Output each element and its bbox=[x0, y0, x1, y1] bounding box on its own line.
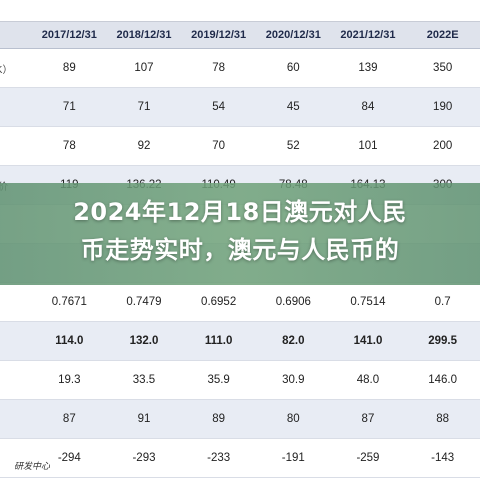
table-row: 71 71 54 45 84 190 bbox=[0, 87, 480, 127]
row-label bbox=[0, 282, 32, 322]
table-cell: 350 bbox=[405, 48, 480, 88]
headline-banner bbox=[0, 183, 480, 285]
table-cell: -293 bbox=[106, 438, 182, 478]
table-top-rule bbox=[0, 21, 480, 22]
header-2021: 2021/12/31 bbox=[330, 22, 406, 49]
table-header-row: 2017/12/31 2018/12/31 2019/12/31 2020/12… bbox=[0, 22, 480, 49]
table-cell: 71 bbox=[106, 87, 182, 127]
table-cell: 190 bbox=[405, 87, 480, 127]
table-cell: 132.0 bbox=[106, 321, 182, 361]
row-label bbox=[0, 399, 32, 439]
table-cell: 30.9 bbox=[255, 360, 331, 400]
table-row: 87 91 89 80 87 88 bbox=[0, 399, 480, 439]
source-footer: 研发中心 bbox=[14, 462, 51, 472]
header-label-cell bbox=[0, 22, 32, 49]
table-cell: 88 bbox=[405, 399, 480, 439]
table-cell: -233 bbox=[181, 438, 256, 478]
table-row: 19.3 33.5 35.9 30.9 48.0 146.0 bbox=[0, 360, 480, 400]
table-cell: 52 bbox=[255, 126, 331, 166]
table-cell: 87 bbox=[330, 399, 406, 439]
table-cell: 35.9 bbox=[181, 360, 256, 400]
table-row: ì -294 -293 -233 -191 -259 -143 bbox=[0, 438, 480, 478]
table-cell: 200 bbox=[405, 126, 480, 166]
table-cell: 0.6952 bbox=[181, 282, 256, 322]
row-label: OK） bbox=[0, 48, 32, 88]
table-cell: 48.0 bbox=[330, 360, 406, 400]
table-cell: 89 bbox=[181, 399, 256, 439]
table-cell: 92 bbox=[106, 126, 182, 166]
table-row: OK） 89 107 78 60 139 350 bbox=[0, 48, 480, 88]
header-2018: 2018/12/31 bbox=[106, 22, 182, 49]
table-cell: 45 bbox=[255, 87, 331, 127]
row-label: ì bbox=[0, 438, 32, 478]
headline: 2024年12月18日澳元对人民 币走势实时，澳元与人民币的 bbox=[0, 193, 480, 269]
row-label bbox=[0, 360, 32, 400]
header-2022e: 2022E bbox=[405, 22, 480, 49]
table-cell: 111.0 bbox=[181, 321, 256, 361]
table-cell: 82.0 bbox=[255, 321, 331, 361]
row-label bbox=[0, 87, 32, 127]
table-cell: 0.6906 bbox=[255, 282, 331, 322]
table-cell: 80 bbox=[255, 399, 331, 439]
table-cell: 54 bbox=[181, 87, 256, 127]
table-cell: 0.7479 bbox=[106, 282, 182, 322]
table-cell: 114.0 bbox=[32, 321, 107, 361]
table-row: 0.7671 0.7479 0.6952 0.6906 0.7514 0.7 bbox=[0, 282, 480, 322]
table-cell: 60 bbox=[255, 48, 331, 88]
table-cell: 71 bbox=[32, 87, 107, 127]
table-cell: 19.3 bbox=[32, 360, 107, 400]
table-cell: -259 bbox=[330, 438, 406, 478]
table-row: 78 92 70 52 101 200 bbox=[0, 126, 480, 166]
header-2020: 2020/12/31 bbox=[255, 22, 331, 49]
table-cell: 146.0 bbox=[405, 360, 480, 400]
row-label bbox=[0, 321, 32, 361]
header-2017: 2017/12/31 bbox=[32, 22, 107, 49]
table-cell: 91 bbox=[106, 399, 182, 439]
table-cell: 78 bbox=[32, 126, 107, 166]
table-cell: 139 bbox=[330, 48, 406, 88]
table-cell: 107 bbox=[106, 48, 182, 88]
table-cell: 299.5 bbox=[405, 321, 480, 361]
table-cell: 33.5 bbox=[106, 360, 182, 400]
table-cell: 0.7514 bbox=[330, 282, 406, 322]
table-cell: 89 bbox=[32, 48, 107, 88]
headline-line-2: 币走势实时，澳元与人民币的 bbox=[80, 236, 400, 264]
table-cell: -143 bbox=[405, 438, 480, 478]
table-cell: 70 bbox=[181, 126, 256, 166]
header-2019: 2019/12/31 bbox=[181, 22, 256, 49]
table-cell: 78 bbox=[181, 48, 256, 88]
table-cell: -294 bbox=[32, 438, 107, 478]
row-label bbox=[0, 126, 32, 166]
table-cell: 87 bbox=[32, 399, 107, 439]
table-cell: 0.7671 bbox=[32, 282, 107, 322]
headline-line-1: 2024年12月18日澳元对人民 bbox=[73, 198, 407, 226]
table-cell: -191 bbox=[255, 438, 331, 478]
table-cell: 101 bbox=[330, 126, 406, 166]
table-cell: 0.7 bbox=[405, 282, 480, 322]
table-row: 114.0 132.0 111.0 82.0 141.0 299.5 bbox=[0, 321, 480, 361]
table-cell: 84 bbox=[330, 87, 406, 127]
table-cell: 141.0 bbox=[330, 321, 406, 361]
